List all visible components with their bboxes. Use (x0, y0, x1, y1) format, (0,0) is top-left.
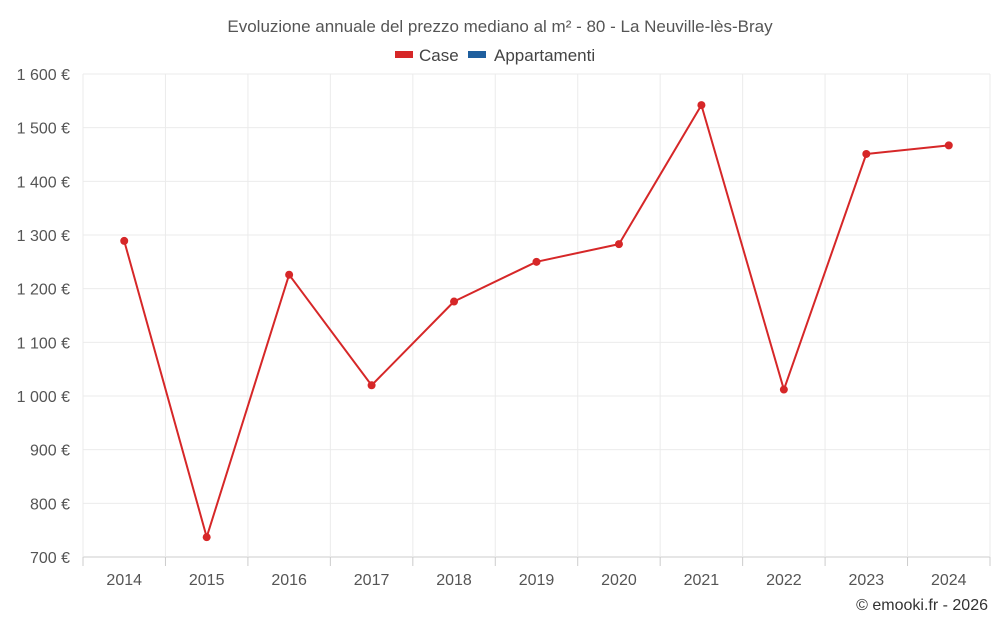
series-case (120, 101, 953, 542)
y-tick-label: 1 600 € (17, 67, 70, 84)
data-point-case[interactable] (779, 385, 788, 394)
x-tick-label: 2018 (436, 572, 472, 589)
x-tick-label: 2019 (519, 572, 555, 589)
y-axis: 700 € 800 € 900 € 1 000 € 1 100 € 1 200 € 1 30… (17, 67, 70, 567)
x-tick-label: 2020 (601, 572, 637, 589)
x-tick-label: 2022 (766, 572, 802, 589)
y-tick-label: 1 100 € (17, 335, 70, 352)
grid (82, 73, 991, 558)
x-tick-label: 2016 (271, 572, 307, 589)
data-point-case[interactable] (367, 381, 376, 390)
data-point-case[interactable] (285, 270, 294, 279)
x-tick-label: 2024 (931, 572, 967, 589)
y-tick-label: 1 200 € (17, 282, 70, 299)
legend-item-appartamenti[interactable]: Appartamenti (468, 46, 595, 65)
data-point-case[interactable] (202, 533, 211, 542)
data-point-case[interactable] (697, 101, 706, 110)
x-tick-label: 2023 (849, 572, 885, 589)
legend-swatch-case (395, 51, 413, 58)
y-tick-label: 900 € (30, 443, 70, 460)
y-tick-label: 1 500 € (17, 121, 70, 138)
legend-label-case: Case (419, 46, 459, 65)
y-tick-label: 1 400 € (17, 174, 70, 191)
y-tick-label: 1 300 € (17, 228, 70, 245)
x-axis: 2014 2015 2016 2017 2018 2019 2020 2021 2022 2023… (82, 557, 991, 589)
x-tick-label: 2017 (354, 572, 390, 589)
x-tick-label: 2015 (189, 572, 225, 589)
chart-title: Evoluzione annuale del prezzo mediano al… (227, 17, 773, 36)
legend-label-appartamenti: Appartamenti (494, 46, 595, 65)
data-point-case[interactable] (614, 240, 623, 249)
y-tick-label: 800 € (30, 496, 70, 513)
data-point-case[interactable] (862, 149, 871, 158)
y-tick-label: 700 € (30, 550, 70, 567)
credit-text: © emooki.fr - 2026 (856, 597, 988, 614)
legend-swatch-appartamenti (468, 51, 486, 58)
data-point-case[interactable] (120, 236, 129, 245)
y-tick-label: 1 000 € (17, 389, 70, 406)
x-tick-label: 2021 (684, 572, 720, 589)
data-point-case[interactable] (450, 297, 459, 306)
data-point-case[interactable] (944, 141, 953, 150)
x-tick-label: 2014 (106, 572, 142, 589)
legend: Case Appartamenti (395, 46, 595, 65)
legend-item-case[interactable]: Case (395, 46, 459, 65)
data-point-case[interactable] (532, 257, 541, 266)
